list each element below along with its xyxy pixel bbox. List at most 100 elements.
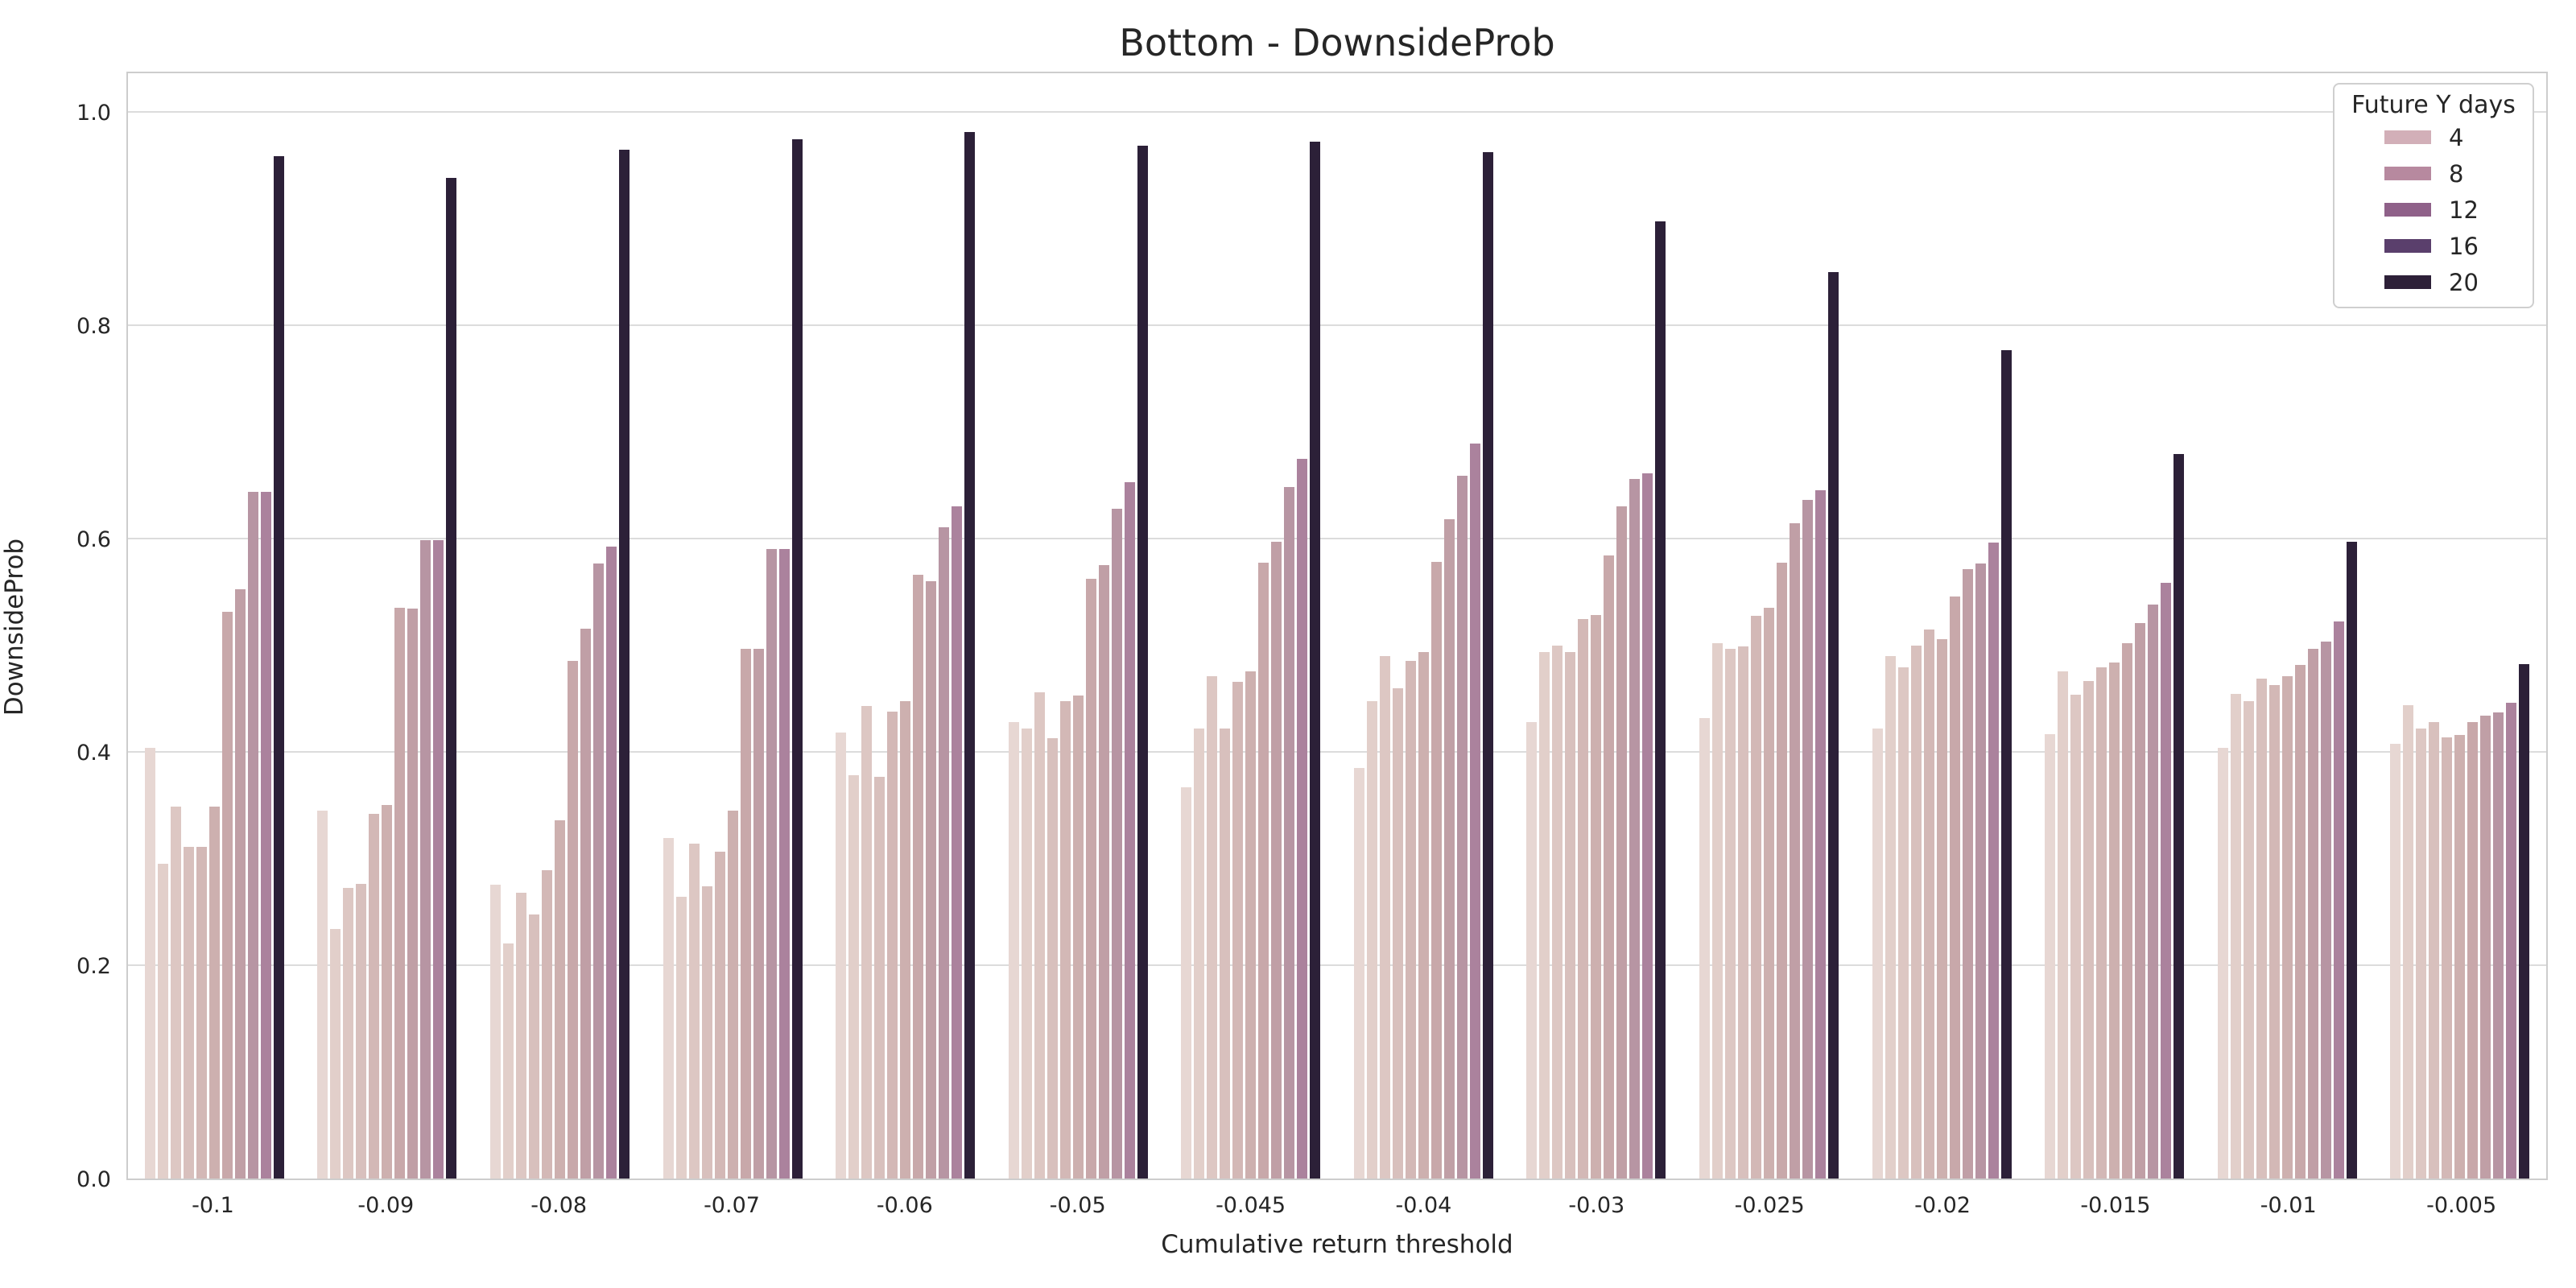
chart-title: Bottom - DownsideProb <box>1119 21 1555 64</box>
legend-rows: 4 8 12 16 20 <box>2334 119 2533 300</box>
bar <box>1604 555 1615 1179</box>
bar <box>420 540 431 1179</box>
bar <box>2135 623 2146 1179</box>
bar <box>1975 564 1986 1179</box>
y-tick-label: 0.8 <box>76 314 111 339</box>
bar <box>1181 786 1192 1179</box>
bar <box>1418 652 1429 1179</box>
bar <box>1802 500 1813 1179</box>
gridline <box>128 324 2546 326</box>
legend-row: 8 <box>2334 155 2533 192</box>
bar <box>157 863 168 1179</box>
bar <box>247 491 258 1179</box>
bar <box>1353 768 1364 1179</box>
bar <box>170 806 181 1179</box>
bar <box>2174 454 2185 1179</box>
bar <box>2403 705 2414 1179</box>
bar <box>836 733 847 1179</box>
bar <box>1232 682 1244 1179</box>
bar <box>1008 722 1019 1179</box>
bar <box>369 813 380 1179</box>
bar <box>502 943 514 1179</box>
x-tick-label: -0.05 <box>1049 1193 1106 1218</box>
bar <box>1827 272 1839 1179</box>
bar <box>2058 671 2069 1179</box>
bar <box>861 706 873 1179</box>
x-tick-label: -0.045 <box>1216 1193 1286 1218</box>
x-tick-label: -0.025 <box>1734 1193 1805 1218</box>
y-tick-label: 1.0 <box>76 101 111 126</box>
bar <box>2442 737 2453 1179</box>
bar <box>675 896 687 1179</box>
x-tick-label: -0.03 <box>1568 1193 1625 1218</box>
bar <box>567 660 578 1179</box>
bar <box>913 574 924 1179</box>
bar <box>2281 676 2293 1179</box>
bar-group--0.05 <box>992 73 1165 1179</box>
bar <box>1220 729 1231 1179</box>
bar <box>260 491 271 1179</box>
bar <box>2230 693 2241 1179</box>
bar <box>1379 656 1390 1179</box>
bar <box>1392 687 1403 1179</box>
bar <box>2506 703 2517 1179</box>
x-tick-label: -0.04 <box>1395 1193 1452 1218</box>
bar <box>2256 679 2267 1179</box>
legend-row: 20 <box>2334 264 2533 300</box>
bar <box>926 580 937 1179</box>
legend-label: 20 <box>2449 268 2479 296</box>
bar <box>1405 660 1416 1179</box>
bar <box>446 177 457 1179</box>
bar <box>554 819 565 1179</box>
bar <box>1245 671 1257 1179</box>
bar <box>541 869 552 1179</box>
x-axis-label: Cumulative return threshold <box>1161 1230 1513 1259</box>
bar <box>1072 696 1084 1179</box>
bar <box>1085 578 1096 1179</box>
bar-group--0.04 <box>1337 73 1510 1179</box>
bar <box>1711 643 1723 1179</box>
bar <box>1552 646 1563 1179</box>
bar <box>964 132 976 1179</box>
bar <box>2070 694 2082 1179</box>
bar <box>848 775 860 1179</box>
bar <box>2429 722 2440 1179</box>
x-tick-label: -0.02 <box>1914 1193 1971 1218</box>
x-tick-label: -0.01 <box>2260 1193 2317 1218</box>
bar <box>2000 349 2012 1179</box>
bar <box>1111 508 1122 1179</box>
bar <box>2083 680 2095 1179</box>
bar <box>1124 481 1135 1179</box>
bar <box>1737 646 1748 1179</box>
bar <box>196 846 207 1179</box>
x-axis-ticks: -0.1 -0.09 -0.08 -0.07 -0.06 -0.05 -0.045 -0.04… <box>126 1193 2548 1218</box>
bar <box>183 846 194 1179</box>
bar <box>1949 597 1960 1179</box>
bar <box>1897 667 1909 1179</box>
gridline <box>128 111 2546 113</box>
bar <box>1207 676 1218 1179</box>
bar <box>2454 735 2466 1179</box>
bar <box>1297 458 1308 1179</box>
bar <box>778 548 790 1179</box>
bar <box>2467 722 2479 1179</box>
bar-group--0.08 <box>473 73 646 1179</box>
bar-group--0.02 <box>1856 73 2029 1179</box>
bar <box>1271 541 1282 1179</box>
bar <box>874 776 886 1179</box>
bar-group--0.03 <box>1510 73 1683 1179</box>
bar <box>952 506 963 1179</box>
gridline <box>128 538 2546 539</box>
bar <box>2109 663 2120 1179</box>
bar <box>1724 649 1736 1179</box>
bar <box>394 607 406 1179</box>
bar <box>208 806 220 1179</box>
bar-groups <box>128 73 2546 1179</box>
bar-group--0.07 <box>646 73 819 1179</box>
bar <box>1482 152 1493 1179</box>
bar <box>489 885 501 1179</box>
legend-label: 16 <box>2449 232 2479 260</box>
bar <box>1284 487 1295 1179</box>
bar <box>1936 639 1947 1179</box>
x-tick-label: -0.09 <box>357 1193 415 1218</box>
